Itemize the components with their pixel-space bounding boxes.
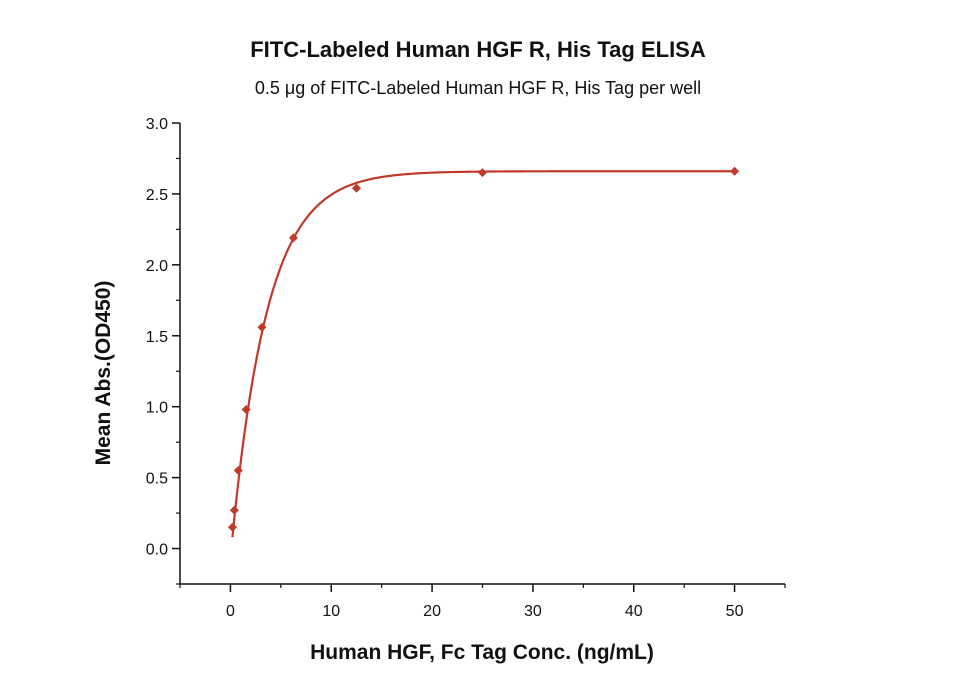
axes: 0.0 0.5 1.0 1.5 2.0 2.5 3.0 0 10 20 30 40 50 (146, 116, 786, 620)
data-point (257, 322, 267, 332)
y-tick-label: 1.5 (146, 329, 168, 346)
chart-title: FITC-Labeled Human HGF R, His Tag ELISA (250, 37, 706, 62)
y-tick-label: 0.5 (146, 471, 168, 488)
fit-curve-layer (231, 170, 735, 538)
y-tick-label: 1.0 (146, 400, 168, 417)
x-axis-title: Human HGF, Fc Tag Conc. (ng/mL) (310, 641, 654, 664)
y-tick-label: 3.0 (146, 116, 168, 133)
data-points-layer (227, 166, 740, 532)
x-tick-label: 40 (625, 603, 643, 620)
y-tick-label: 2.0 (146, 258, 168, 275)
data-point (241, 405, 251, 415)
data-point (227, 522, 237, 532)
y-axis-title: Mean Abs.(OD450) (92, 281, 115, 466)
data-point (730, 166, 740, 176)
data-point (288, 233, 298, 243)
x-tick-label: 50 (726, 603, 744, 620)
data-point (351, 183, 361, 193)
x-tick-label: 20 (423, 603, 441, 620)
data-point (233, 466, 243, 476)
fit-curve (231, 170, 735, 538)
data-point (229, 505, 239, 515)
y-tick-label: 2.5 (146, 187, 168, 204)
x-tick-label: 0 (226, 603, 235, 620)
y-tick-label: 0.0 (146, 542, 168, 559)
data-point (478, 168, 487, 178)
x-tick-label: 30 (524, 603, 542, 620)
x-tick-label: 10 (322, 603, 340, 620)
chart-subtitle: 0.5 μg of FITC-Labeled Human HGF R, His … (255, 78, 701, 98)
